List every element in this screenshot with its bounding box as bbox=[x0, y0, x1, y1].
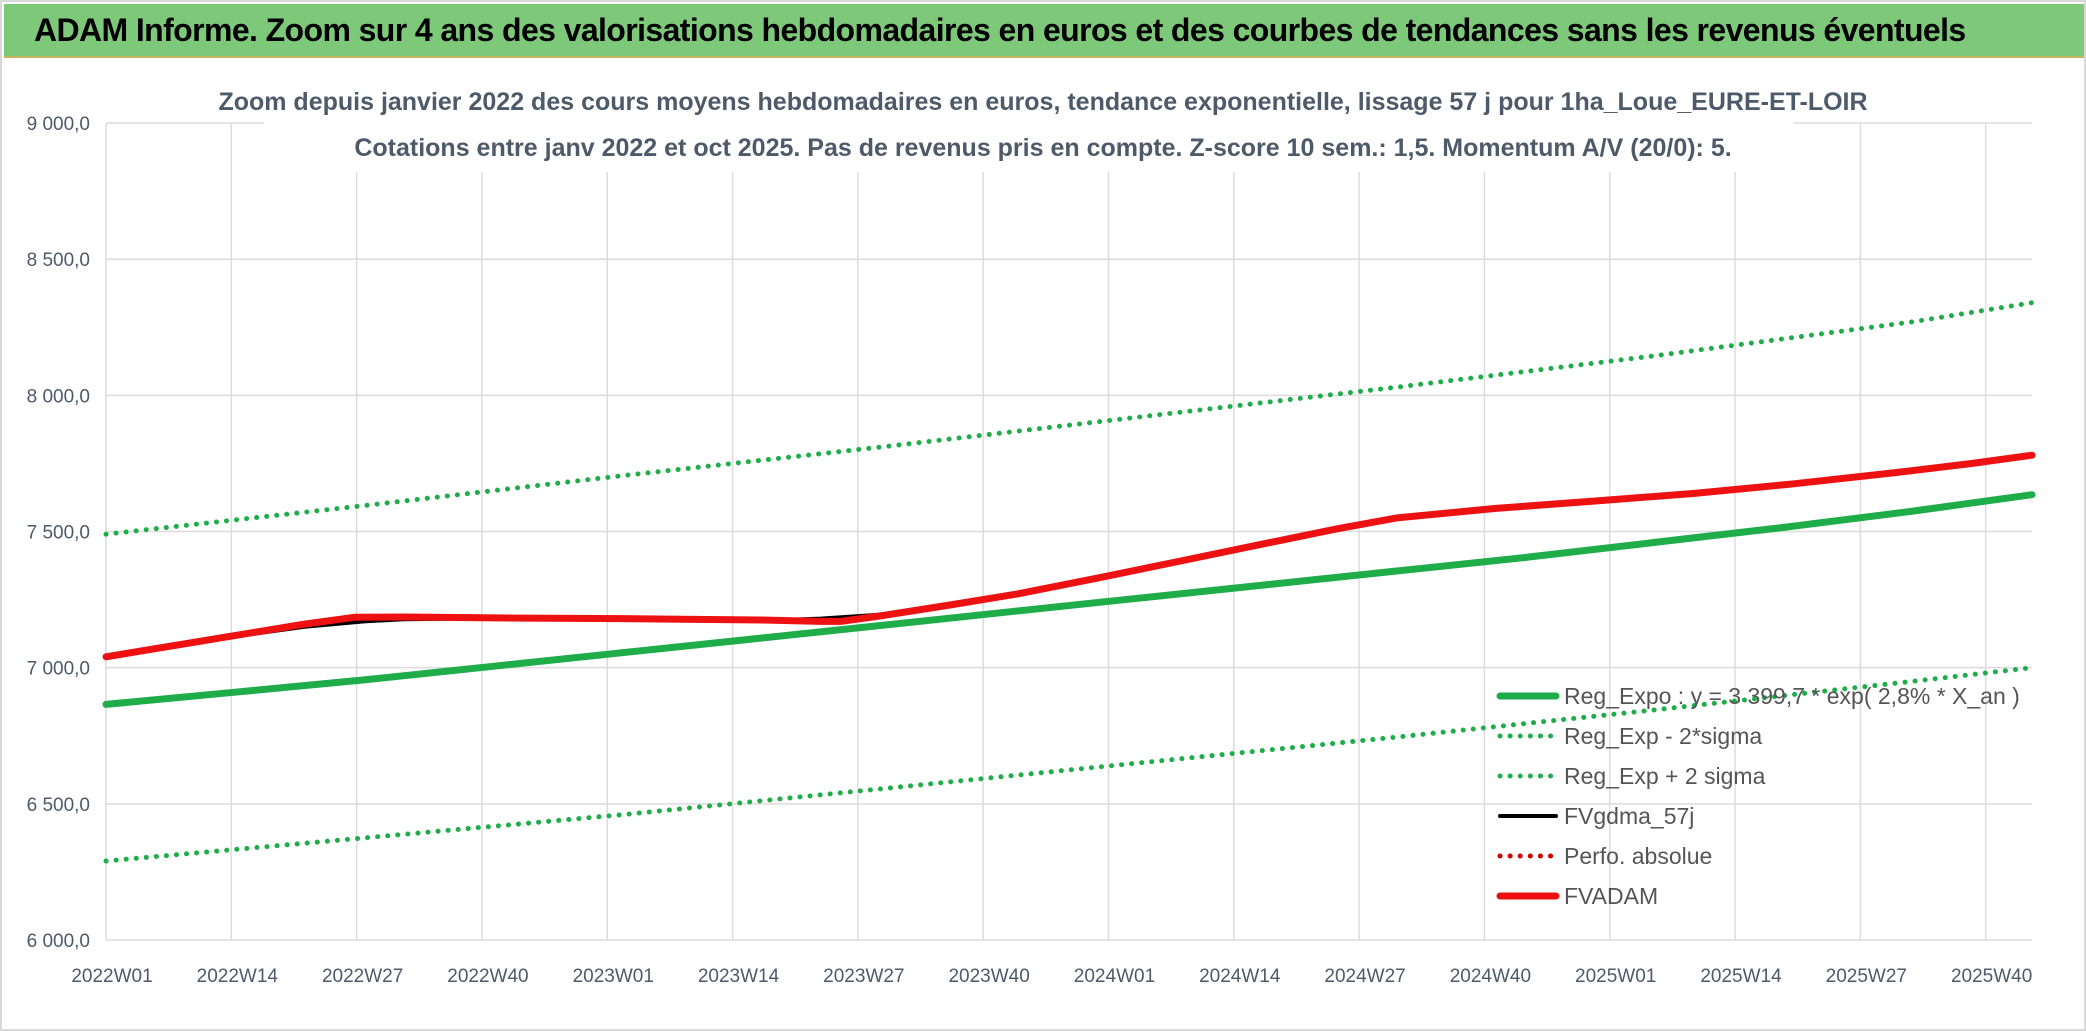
y-tick-label: 6 000,0 bbox=[27, 931, 90, 952]
x-tick-label: 2025W40 bbox=[1951, 966, 2032, 987]
x-tick-label: 2024W01 bbox=[1074, 966, 1155, 987]
series-line-2 bbox=[103, 300, 2035, 537]
chart-title-line-1: Zoom depuis janvier 2022 des cours moyen… bbox=[218, 88, 1867, 116]
chart-title-line-2: Cotations entre janv 2022 et oct 2025. P… bbox=[354, 134, 1731, 162]
x-axis: 2022W01 2022W14 2022W27 2022W40 2023W01 2023W… bbox=[71, 966, 2032, 987]
title-background bbox=[264, 82, 1794, 172]
x-tick-label: 2025W14 bbox=[1700, 966, 1782, 987]
x-tick-label: 2022W27 bbox=[322, 966, 403, 987]
x-tick-label: 2025W01 bbox=[1575, 966, 1656, 987]
x-tick-label: 2023W14 bbox=[698, 966, 780, 987]
y-tick-label: 7 000,0 bbox=[27, 659, 90, 680]
x-tick-label: 2022W40 bbox=[447, 966, 528, 987]
series-line-1 bbox=[103, 665, 2035, 864]
legend-label-2: Reg_Exp + 2 sigma bbox=[1564, 763, 1766, 789]
x-tick-label: 2024W14 bbox=[1199, 966, 1281, 987]
legend-label-0: Reg_Expo : y = 3 399,7 * exp( 2,8% * X_a… bbox=[1564, 683, 2020, 709]
y-tick-label: 9 000,0 bbox=[27, 114, 90, 135]
legend-label-3: FVgdma_57j bbox=[1564, 803, 1694, 829]
x-tick-label: 2022W01 bbox=[71, 966, 152, 987]
x-tick-label: 2022W14 bbox=[197, 966, 279, 987]
y-tick-label: 8 000,0 bbox=[27, 386, 90, 407]
x-tick-label: 2023W40 bbox=[948, 966, 1029, 987]
x-tick-label: 2023W01 bbox=[573, 966, 654, 987]
y-tick-label: 7 500,0 bbox=[27, 523, 90, 544]
series-line-5 bbox=[102, 451, 2036, 661]
x-tick-label: 2025W27 bbox=[1826, 966, 1907, 987]
x-tick-label: 2024W27 bbox=[1324, 966, 1405, 987]
y-tick-label: 8 500,0 bbox=[27, 250, 90, 271]
x-tick-label: 2023W27 bbox=[823, 966, 904, 987]
y-tick-label: 6 500,0 bbox=[27, 795, 90, 816]
banner-title: ADAM Informe. Zoom sur 4 ans des valoris… bbox=[34, 12, 1966, 48]
x-tick-label: 2024W40 bbox=[1450, 966, 1531, 987]
legend-label-4: Perfo. absolue bbox=[1564, 843, 1712, 869]
legend-label-1: Reg_Exp - 2*sigma bbox=[1564, 723, 1762, 749]
series-layer bbox=[102, 300, 2036, 864]
y-axis: 6 000,0 6 500,0 7 000,0 7 500,0 8 000,0 8 500… bbox=[27, 114, 90, 952]
chart-title: Zoom depuis janvier 2022 des cours moyen… bbox=[218, 82, 1868, 172]
series-line-0 bbox=[102, 491, 2036, 708]
header-banner: ADAM Informe. Zoom sur 4 ans des valoris… bbox=[4, 4, 2084, 58]
legend-label-5: FVADAM bbox=[1564, 883, 1658, 909]
legend: Reg_Expo : y = 3 399,7 * exp( 2,8% * X_a… bbox=[1496, 683, 2020, 909]
